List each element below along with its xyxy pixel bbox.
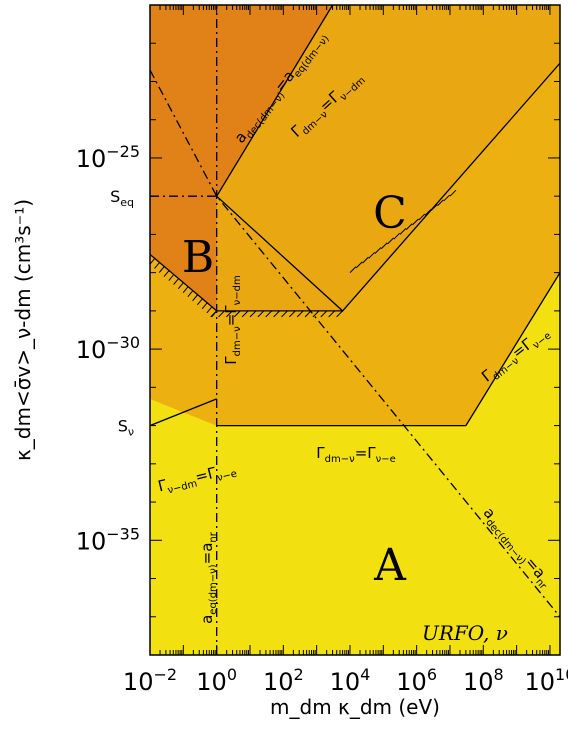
hatch-mark-b-slope	[206, 306, 213, 314]
plot-frame	[149, 4, 561, 656]
boundary-line-5	[216, 5, 334, 197]
hatch-mark-c-diagonal	[430, 204, 438, 211]
x-tick-label-6: 1010	[525, 665, 568, 696]
hatch-mark-b-slope	[168, 274, 175, 281]
y-marker-label-0: Seq	[110, 187, 134, 209]
hatch-mark-b-flat	[210, 310, 218, 318]
hatch-mark-c-diagonal	[418, 213, 426, 221]
label-gamma-nu-dm-eq-nu-e: Γν−dm=Γν−e	[156, 459, 238, 499]
hatch-mark-b-flat	[320, 310, 328, 318]
hatch-mark-c-diagonal	[437, 199, 444, 207]
hatch-mark-c-diagonal	[424, 208, 432, 216]
y-marker-label-1: Sν	[118, 417, 134, 439]
hatch-mark-b-flat	[241, 310, 249, 318]
hatch-mark-c-diagonal	[412, 218, 419, 226]
hatch-mark-b-flat	[265, 310, 273, 318]
hatch-mark-b-slope	[182, 286, 189, 293]
hatch-mark-b-flat	[312, 310, 320, 318]
hatch-mark-b-slope	[173, 278, 179, 285]
hatch-mark-b-flat	[281, 310, 288, 318]
region-b-core-fill	[150, 196, 217, 311]
hatch-mark-b-flat	[226, 310, 233, 318]
y-tick-label-0: 10−25	[76, 142, 140, 173]
region-c-fill	[216, 5, 560, 311]
region-label-b: B	[182, 232, 214, 283]
hatch-mark-c-diagonal	[380, 242, 388, 250]
hatch-mark-b-flat	[273, 310, 280, 318]
y-axis-label: κ_dm<σ̄v>_ν-dm (cm³s⁻¹)	[11, 199, 35, 461]
x-tick-label-0: 10−2	[123, 665, 177, 696]
x-axis-label: m_dm κ_dm (eV)	[270, 695, 440, 719]
hatch-mark-c-diagonal	[355, 261, 363, 269]
y-tick-label-1: 10−30	[76, 333, 140, 364]
region-label-a: A	[373, 540, 407, 591]
hatch-mark-b-slope	[158, 266, 165, 273]
x-tick-label-1: 100	[196, 665, 237, 696]
boundary-line-3	[465, 272, 560, 426]
hatch-mark-c-diagonal	[393, 232, 401, 240]
hatch-mark-b-flat	[218, 310, 225, 318]
hatch-mark-b-slope	[201, 302, 208, 310]
hatch-mark-b-slope	[187, 290, 194, 298]
label-gamma-dm-nu-eq-nu-dm-vertical: Γdm−ν=Γν−dm	[222, 275, 243, 364]
hatch-mark-b-slope	[177, 282, 184, 289]
x-tick-label-3: 104	[330, 665, 371, 696]
hatch-mark-c-diagonal	[362, 256, 369, 264]
hatch-mark-c-diagonal	[387, 237, 394, 245]
hatch-mark-b-flat	[296, 310, 304, 318]
hatch-mark-c-diagonal	[374, 247, 382, 254]
label-aeq-eq-anr: aeq(dm−ν)=anr	[198, 531, 219, 624]
hatch-mark-c-diagonal	[368, 251, 376, 259]
hatch-mark-b-slope	[163, 270, 170, 277]
region-label-c: C	[373, 188, 407, 239]
hatch-mark-c-diagonal	[405, 223, 413, 230]
boundary-line-1	[150, 398, 217, 427]
urfo-annotation: URFO, ν	[422, 621, 508, 645]
hatch-mark-c-diagonal	[349, 266, 357, 274]
hatch-mark-b-slope	[192, 294, 198, 302]
hatch-mark-b-slope	[196, 298, 203, 306]
hatch-mark-b-flat	[336, 310, 343, 318]
hatch-mark-b-slope	[154, 262, 160, 269]
x-tick-label-2: 102	[263, 665, 304, 696]
hatch-mark-b-flat	[233, 310, 241, 318]
hatch-mark-b-flat	[249, 310, 257, 318]
x-tick-label-5: 108	[463, 665, 504, 696]
label-gamma-dm-nu-eq-nu-e: Γdm−ν=Γν−e	[316, 444, 395, 465]
hatch-mark-c-diagonal	[443, 194, 451, 202]
hatch-mark-c-diagonal	[449, 189, 457, 197]
hatch-mark-b-flat	[289, 310, 296, 318]
x-tick-label-4: 106	[396, 665, 437, 696]
hatch-mark-b-flat	[257, 310, 265, 318]
y-tick-label-2: 10−35	[76, 524, 140, 555]
hatch-mark-c-diagonal	[399, 228, 407, 235]
hatch-mark-b-flat	[328, 310, 336, 318]
hatch-mark-b-flat	[304, 310, 312, 318]
